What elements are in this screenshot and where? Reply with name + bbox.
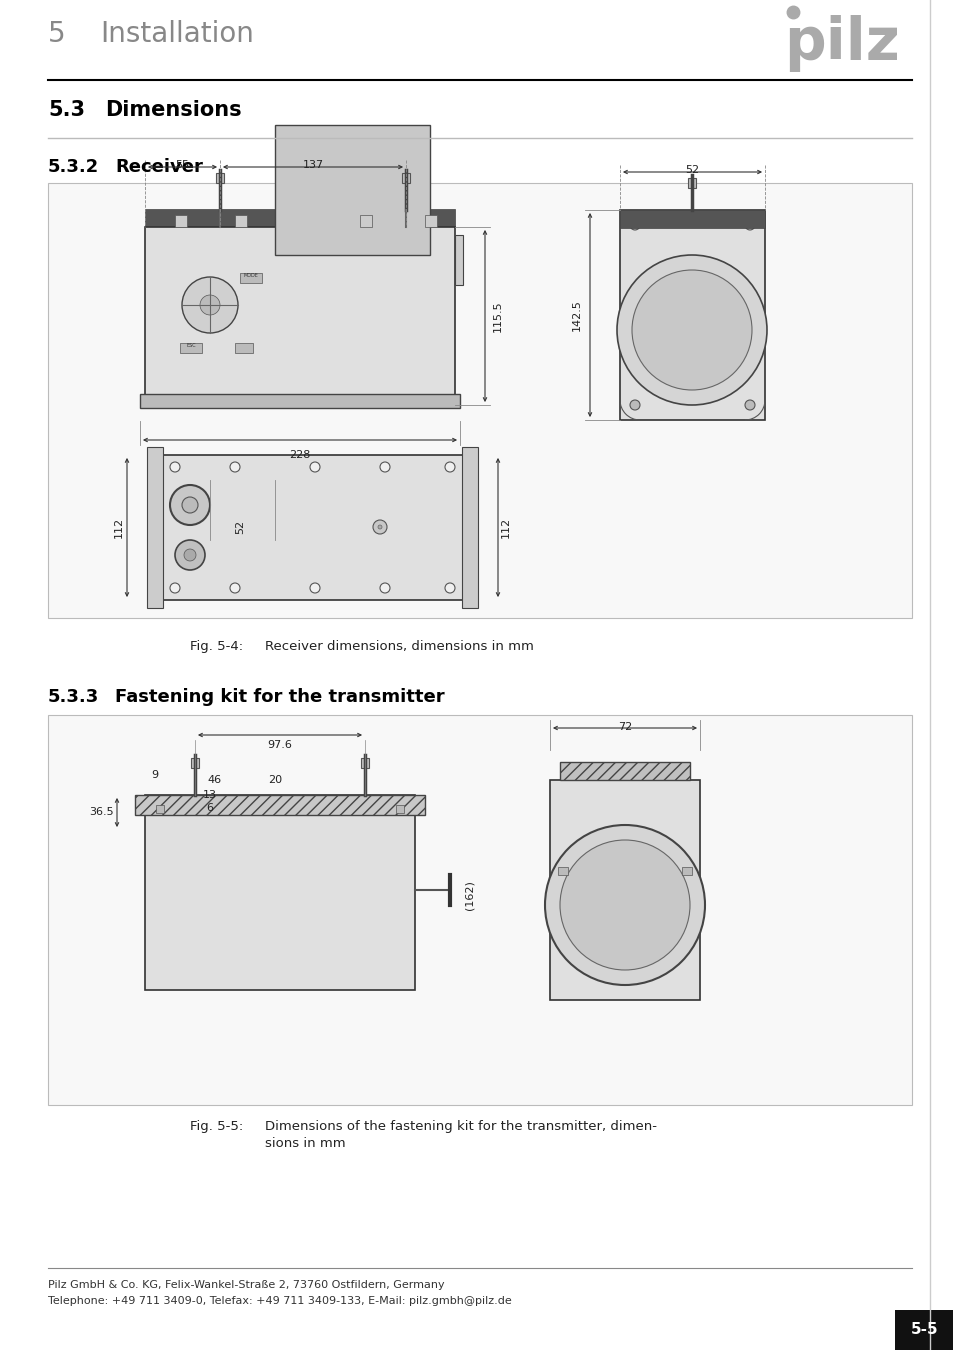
Circle shape	[170, 462, 180, 472]
Bar	[550, 780, 700, 1000]
Circle shape	[200, 296, 220, 315]
Text: 97.6: 97.6	[267, 740, 293, 751]
Bar	[48, 716, 911, 1106]
Circle shape	[744, 220, 754, 230]
Text: Receiver: Receiver	[115, 158, 203, 176]
Bar	[424, 215, 436, 227]
Text: ESC: ESC	[186, 343, 195, 348]
Text: 5.3: 5.3	[48, 100, 85, 120]
Circle shape	[559, 840, 689, 971]
Bar	[154, 455, 470, 599]
Circle shape	[174, 540, 205, 570]
Circle shape	[444, 462, 455, 472]
Text: 5-5: 5-5	[910, 1323, 938, 1338]
Text: 46: 46	[208, 775, 222, 784]
Bar	[145, 209, 455, 227]
Circle shape	[230, 583, 240, 593]
Text: 142.5: 142.5	[572, 300, 581, 331]
Bar	[360, 757, 369, 768]
Bar	[461, 447, 477, 608]
Bar	[359, 215, 372, 227]
Bar	[455, 235, 462, 285]
Circle shape	[744, 400, 754, 410]
Circle shape	[379, 462, 390, 472]
Bar	[619, 211, 764, 420]
Text: 9: 9	[152, 769, 158, 780]
Text: sions in mm: sions in mm	[265, 1137, 345, 1150]
Circle shape	[184, 549, 195, 562]
Bar	[145, 227, 455, 397]
Bar	[558, 867, 567, 875]
Bar	[156, 805, 164, 813]
Text: 13: 13	[203, 790, 216, 801]
Text: 5.3.2: 5.3.2	[48, 158, 99, 176]
Circle shape	[377, 525, 381, 529]
Circle shape	[170, 485, 210, 525]
Text: 36.5: 36.5	[90, 807, 113, 817]
Bar	[215, 173, 224, 184]
Circle shape	[170, 583, 180, 593]
Bar	[681, 867, 691, 875]
Text: 112: 112	[500, 517, 511, 539]
Text: 52: 52	[684, 165, 699, 176]
Bar	[234, 215, 247, 227]
Bar	[174, 215, 187, 227]
Circle shape	[182, 277, 237, 333]
Text: Fastening kit for the transmitter: Fastening kit for the transmitter	[115, 688, 444, 706]
Circle shape	[373, 520, 387, 535]
Text: MODE: MODE	[243, 273, 258, 278]
Text: 52: 52	[234, 520, 245, 535]
Bar	[48, 184, 911, 618]
Bar	[140, 394, 459, 408]
Bar	[401, 173, 410, 184]
Text: (162): (162)	[464, 880, 475, 910]
Bar	[180, 343, 202, 352]
Text: Installation: Installation	[100, 20, 253, 49]
Bar	[240, 273, 262, 284]
Circle shape	[230, 462, 240, 472]
Circle shape	[182, 497, 198, 513]
Circle shape	[631, 270, 751, 390]
Text: Telephone: +49 711 3409-0, Telefax: +49 711 3409-133, E-Mail: pilz.gmbh@pilz.de: Telephone: +49 711 3409-0, Telefax: +49 …	[48, 1296, 511, 1305]
Text: 55: 55	[175, 161, 190, 170]
Text: Fig. 5-5:: Fig. 5-5:	[190, 1120, 243, 1133]
Text: 5.3.3: 5.3.3	[48, 688, 99, 706]
Bar	[234, 343, 253, 352]
Circle shape	[444, 583, 455, 593]
Circle shape	[310, 583, 319, 593]
Circle shape	[617, 255, 766, 405]
Text: 137: 137	[302, 161, 323, 170]
Text: 228: 228	[289, 450, 311, 460]
Text: Dimensions of the fastening kit for the transmitter, dimen-: Dimensions of the fastening kit for the …	[265, 1120, 657, 1133]
Text: 112: 112	[113, 517, 124, 539]
Circle shape	[544, 825, 704, 986]
Bar	[619, 211, 764, 228]
Bar	[894, 1310, 953, 1350]
Bar	[274, 126, 430, 255]
Text: 115.5: 115.5	[493, 300, 502, 332]
Circle shape	[629, 220, 639, 230]
Text: pilz: pilz	[783, 15, 899, 72]
Bar	[395, 805, 403, 813]
Circle shape	[629, 400, 639, 410]
Bar	[191, 757, 199, 768]
Text: 5: 5	[48, 20, 66, 49]
Circle shape	[379, 583, 390, 593]
Text: 72: 72	[618, 722, 632, 732]
Text: 6: 6	[206, 803, 213, 813]
Bar	[559, 761, 689, 780]
Bar	[147, 447, 163, 608]
Bar	[687, 178, 696, 188]
Bar	[145, 795, 415, 990]
Circle shape	[310, 462, 319, 472]
Text: Pilz GmbH & Co. KG, Felix-Wankel-Straße 2, 73760 Ostfildern, Germany: Pilz GmbH & Co. KG, Felix-Wankel-Straße …	[48, 1280, 444, 1291]
Bar	[135, 795, 424, 815]
Text: Dimensions: Dimensions	[105, 100, 241, 120]
Text: Receiver dimensions, dimensions in mm: Receiver dimensions, dimensions in mm	[265, 640, 534, 653]
Text: Fig. 5-4:: Fig. 5-4:	[190, 640, 243, 653]
Text: 20: 20	[268, 775, 282, 784]
